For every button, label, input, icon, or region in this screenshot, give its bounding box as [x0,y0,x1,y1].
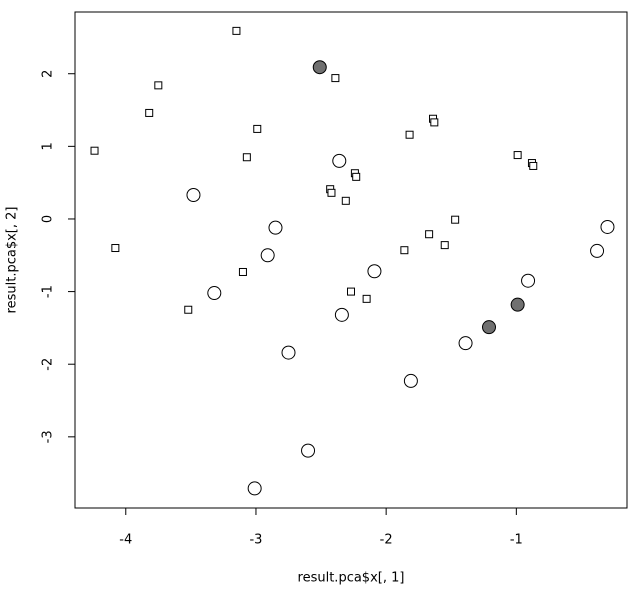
x-axis-label: result.pca$x[, 1] [298,571,405,586]
point [362,294,371,303]
point [458,336,473,351]
x-tick-label: -3 [249,533,262,548]
point [154,81,163,90]
point [334,307,349,322]
point [405,130,414,139]
point [513,151,522,160]
point [352,172,361,181]
point [184,305,193,314]
x-tick-label: -1 [510,533,523,548]
point [242,153,251,162]
point [347,287,355,296]
point [186,188,201,203]
point [207,286,222,301]
point [238,267,247,276]
y-tick-label: 0 [41,215,56,223]
point [590,243,605,258]
point [312,60,327,75]
plot-box [74,11,628,509]
point [400,246,409,255]
point [403,373,418,388]
point [327,188,336,197]
point [600,219,615,234]
x-tick-label: -4 [119,533,132,548]
point [367,264,382,279]
point [331,74,340,83]
y-tick-label: 2 [41,70,56,78]
y-tick-label: -1 [41,285,56,298]
point [301,443,316,458]
point [268,220,283,235]
point [232,26,241,35]
y-tick-label: 1 [41,142,56,150]
point [510,297,525,312]
point [332,153,347,168]
point [440,241,449,250]
y-axis-label: result.pca$x[, 2] [5,207,20,314]
point [253,124,262,133]
point [529,161,538,170]
point [260,248,275,263]
point [247,481,262,496]
y-tick-label: -3 [41,430,56,443]
point [281,345,296,360]
y-tick-label: -2 [41,358,56,371]
point [90,146,99,155]
point [430,118,439,127]
point [425,230,434,239]
point [521,273,536,288]
point [451,215,460,224]
x-tick-label: -2 [380,533,393,548]
point [145,108,154,117]
point [341,196,350,205]
point [482,320,496,335]
point [111,244,120,253]
